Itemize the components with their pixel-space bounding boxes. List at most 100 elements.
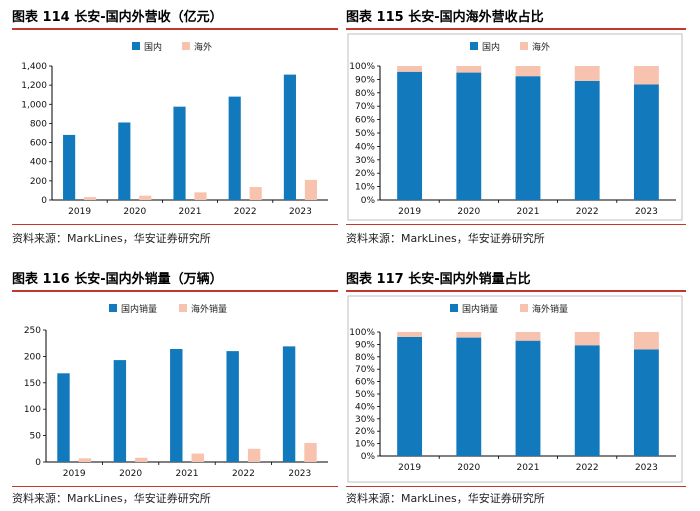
x-tick-label: 2021 <box>176 469 199 479</box>
legend-label: 国内 <box>144 41 162 53</box>
y-tick-label: 200 <box>30 177 47 187</box>
bar-overseas <box>304 179 317 200</box>
bar-domestic <box>173 106 186 200</box>
bar-domestic <box>633 84 659 200</box>
bar-overseas <box>456 332 482 338</box>
y-tick-label: 800 <box>30 119 47 129</box>
panel-117: 图表 117 长安-国内外销量占比 国内销量 海外销量 0% 10% 20% 30% 40%… <box>346 262 686 511</box>
y-tick-label: 150 <box>24 379 41 389</box>
bar-domestic <box>515 76 541 200</box>
bar-overseas <box>515 66 541 77</box>
x-tick-label: 2022 <box>232 469 255 479</box>
source-rule <box>12 486 338 487</box>
title-rule <box>12 290 338 292</box>
bar-overseas <box>78 458 92 462</box>
legend-swatch <box>109 304 117 312</box>
x-tick-label: 2022 <box>234 207 257 217</box>
y-tick-label: 250 <box>24 326 41 336</box>
x-tick-label: 2020 <box>457 463 480 473</box>
y-tick-label: 20% <box>355 427 375 437</box>
y-tick-label: 1,000 <box>21 100 47 110</box>
bar-overseas <box>247 448 261 462</box>
source-rule <box>346 486 686 487</box>
bar-domestic <box>226 351 239 462</box>
chart-114: 国内 海外 0 200 400 600 800 1,000 1,200 1,400 2019 2020… <box>21 41 328 217</box>
chart-title: 图表 115 长安-国内海外营收占比 <box>346 10 544 25</box>
y-tick-label: 70% <box>355 102 375 112</box>
bar-domestic <box>57 373 70 462</box>
x-tick-label: 2023 <box>288 469 311 479</box>
y-tick-label: 70% <box>355 365 375 375</box>
x-tick-label: 2019 <box>63 469 86 479</box>
legend-swatch <box>470 42 478 50</box>
x-tick-label: 2019 <box>398 207 421 217</box>
y-tick-label: 100% <box>349 328 375 338</box>
bar-domestic <box>113 360 127 462</box>
chart-117: 国内销量 海外销量 0% 10% 20% 30% 40% 50% 60% 70% 80% 90% 100… <box>347 295 683 483</box>
bar-domestic <box>63 134 76 200</box>
bar-overseas <box>397 66 423 72</box>
legend-swatch <box>182 42 190 50</box>
legend-swatch <box>179 304 187 312</box>
y-tick-label: 0% <box>361 196 376 206</box>
panel-114: 图表 114 长安-国内外营收（亿元） 国内 海外 0 200 400 600 800 1,0… <box>12 0 338 250</box>
bar-domestic <box>574 80 600 200</box>
bar-domestic <box>283 74 296 200</box>
bar-overseas <box>304 442 317 462</box>
y-tick-label: 90% <box>355 75 375 85</box>
y-tick-label: 20% <box>355 169 375 179</box>
y-tick-label: 100 <box>24 405 41 415</box>
y-tick-label: 0 <box>35 458 41 468</box>
x-tick-label: 2019 <box>68 207 91 217</box>
bar-overseas <box>633 332 659 350</box>
x-tick-label: 2023 <box>289 207 312 217</box>
chart-title: 图表 114 长安-国内外营收（亿元） <box>12 10 223 25</box>
x-tick-label: 2021 <box>517 207 540 217</box>
title-rule <box>346 290 686 292</box>
legend-swatch <box>520 42 528 50</box>
legend-label: 国内销量 <box>462 303 498 315</box>
source-rule <box>12 224 338 225</box>
bar-domestic <box>170 349 183 462</box>
legend-swatch <box>520 304 528 312</box>
y-tick-label: 10% <box>355 183 375 193</box>
bar-overseas <box>194 192 207 200</box>
y-tick-label: 40% <box>355 402 375 412</box>
bar-domestic <box>633 349 659 456</box>
source-note: 资料来源：MarkLines，华安证券研究所 <box>12 492 211 505</box>
y-tick-label: 90% <box>355 340 375 350</box>
bar-domestic <box>574 345 600 456</box>
legend-label: 海外销量 <box>532 303 568 315</box>
chart-frame <box>347 295 683 483</box>
y-tick-label: 0% <box>361 452 376 462</box>
bar-overseas <box>397 332 423 337</box>
source-note: 资料来源：MarkLines，华安证券研究所 <box>346 492 545 505</box>
x-tick-label: 2021 <box>517 463 540 473</box>
panel-116: 图表 116 长安-国内外销量（万辆） 国内销量 海外销量 0 50 100 150 200… <box>12 262 338 511</box>
legend-label: 海外销量 <box>191 303 227 315</box>
y-tick-label: 50% <box>355 390 375 400</box>
bar-domestic <box>456 337 482 456</box>
title-rule <box>12 28 338 30</box>
bar-overseas <box>633 66 659 85</box>
bar-domestic <box>397 336 423 456</box>
chart-title: 图表 117 长安-国内外销量占比 <box>346 272 531 287</box>
legend-label: 海外 <box>194 41 212 53</box>
y-tick-label: 40% <box>355 142 375 152</box>
y-tick-label: 80% <box>355 89 375 99</box>
bar-domestic <box>397 71 423 201</box>
x-tick-label: 2022 <box>576 207 599 217</box>
chart-frame <box>347 33 683 221</box>
x-tick-label: 2022 <box>576 463 599 473</box>
x-tick-label: 2020 <box>123 207 146 217</box>
legend-swatch <box>450 304 458 312</box>
chart-115: 国内 海外 0% 10% 20% 30% 40% 50% 60% 70% 80% 90% 100% 201… <box>347 33 683 221</box>
legend-swatch <box>132 42 140 50</box>
title-rule <box>346 28 686 30</box>
bar-overseas <box>249 187 262 200</box>
y-tick-label: 50% <box>355 129 375 139</box>
source-note: 资料来源：MarkLines，华安证券研究所 <box>12 232 211 245</box>
bar-overseas <box>515 332 541 341</box>
x-tick-label: 2021 <box>179 207 202 217</box>
y-tick-label: 0 <box>41 196 47 206</box>
